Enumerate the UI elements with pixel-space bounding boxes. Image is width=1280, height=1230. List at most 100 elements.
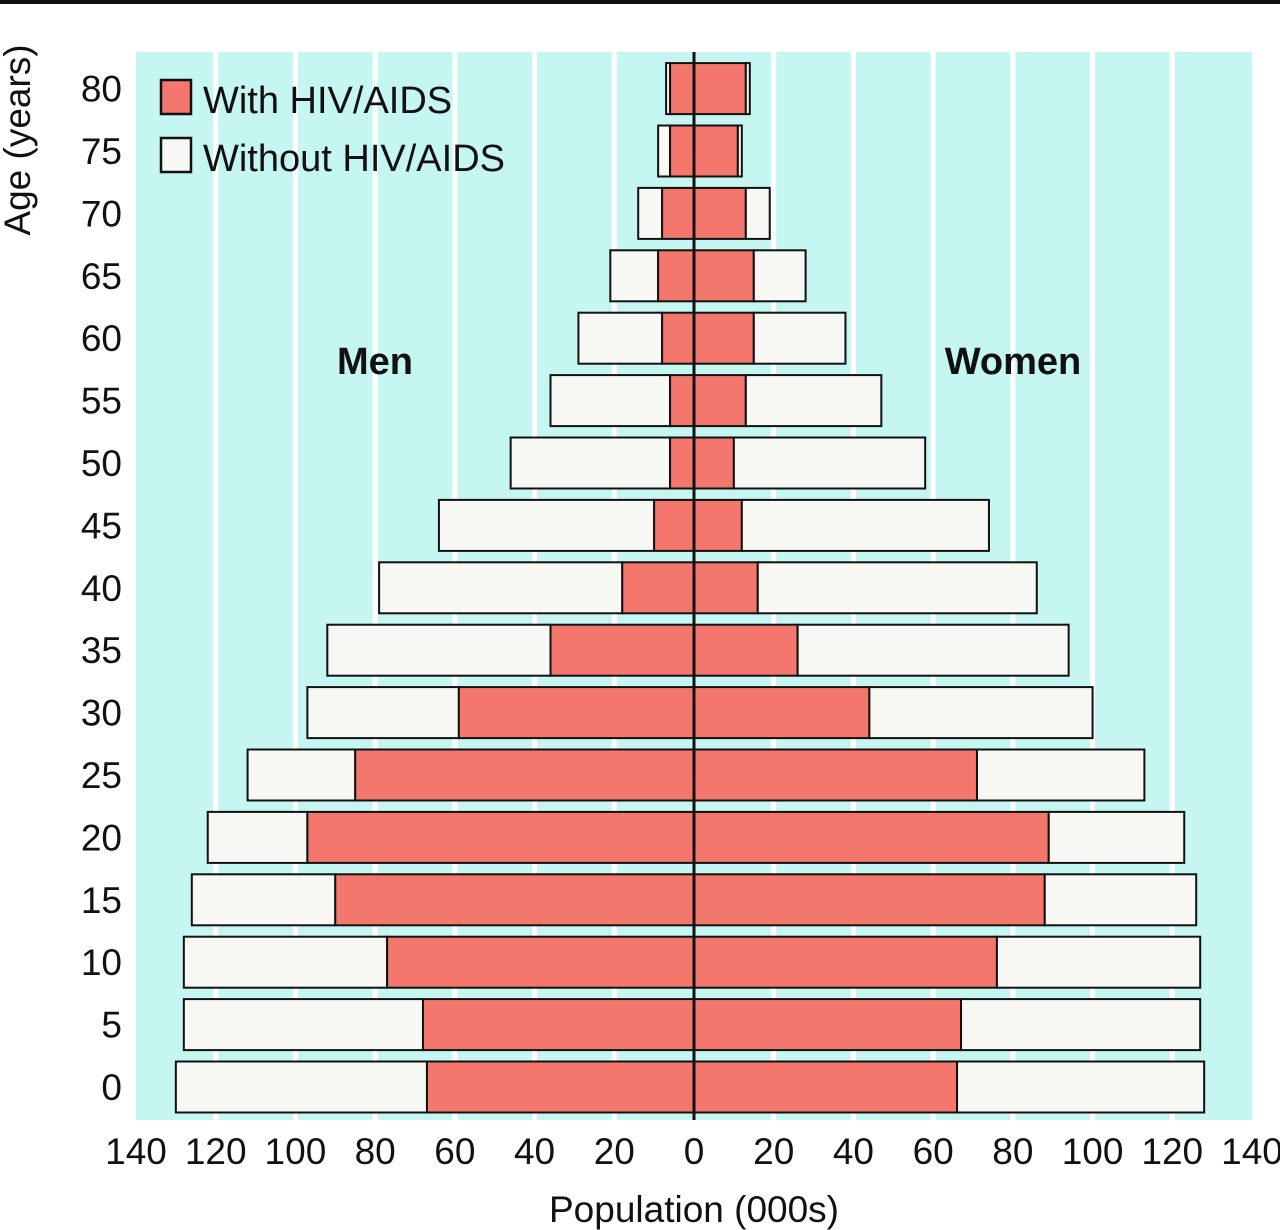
x-tick-label: 100 [265,1131,327,1172]
bar-women-without-hiv-age-80 [744,62,751,116]
y-axis-title: Age (years) [0,44,38,235]
x-tick-label: 40 [514,1131,555,1172]
y-tick-label: 35 [81,630,122,671]
legend-label-without-hiv: Without HIV/AIDS [203,138,505,180]
bars [174,62,1206,1114]
bar-women-with-hiv-age-10 [693,935,998,989]
bar-men-without-hiv-age-5 [182,998,424,1052]
x-tick-label: 40 [833,1131,874,1172]
bar-women-with-hiv-age-30 [693,686,871,740]
bar-men-without-hiv-age-35 [326,623,552,677]
bar-women-with-hiv-age-80 [693,62,747,116]
bar-women-with-hiv-age-40 [693,561,759,615]
bar-men-with-hiv-age-50 [669,436,695,490]
bar-women-with-hiv-age-20 [693,810,1050,864]
bar-women-without-hiv-age-55 [744,374,883,428]
men-label: Men [337,341,413,383]
x-tick-labels: 140 120 100 80 60 40 20 0 20 40 60 80 100 120 140 [105,1131,1280,1172]
bar-women-without-hiv-age-60 [752,311,847,365]
bar-men-with-hiv-age-80 [669,62,695,116]
bar-women-with-hiv-age-25 [693,748,978,802]
bar-women-with-hiv-age-75 [693,124,739,178]
bar-women-without-hiv-age-50 [732,436,927,490]
y-tick-label: 65 [81,256,122,297]
x-tick-label: 140 [105,1131,167,1172]
x-tick-label: 60 [913,1131,954,1172]
bar-women-without-hiv-age-15 [1043,873,1198,927]
bar-women-without-hiv-age-35 [796,623,1070,677]
bar-men-with-hiv-age-35 [549,623,695,677]
legend: With HIV/AIDS Without HIV/AIDS [159,78,505,180]
bar-men-with-hiv-age-70 [661,186,695,240]
bar-women-with-hiv-age-50 [693,436,735,490]
x-tick-label: 0 [684,1131,705,1172]
bar-men-without-hiv-age-50 [509,436,672,490]
bar-men-with-hiv-age-10 [386,935,695,989]
x-tick-label: 20 [753,1131,794,1172]
bar-men-without-hiv-age-15 [190,873,337,927]
legend-swatch-with-hiv [159,78,193,116]
bar-women-without-hiv-age-20 [1047,810,1186,864]
bar-men-without-hiv-age-20 [206,810,309,864]
bar-women-without-hiv-age-40 [756,561,1038,615]
bar-women-without-hiv-age-0 [956,1060,1206,1114]
bar-men-without-hiv-age-25 [246,748,357,802]
bar-men-with-hiv-age-5 [421,998,695,1052]
bar-men-without-hiv-age-10 [182,935,389,989]
bar-men-without-hiv-age-0 [174,1060,428,1114]
bar-men-without-hiv-age-60 [577,311,664,365]
bar-men-with-hiv-age-75 [669,124,695,178]
bar-women-without-hiv-age-70 [744,186,771,240]
bar-men-with-hiv-age-30 [457,686,696,740]
bar-women-with-hiv-age-65 [693,249,755,303]
x-axis-title: Population (000s) [549,1189,839,1230]
bar-women-with-hiv-age-55 [693,374,747,428]
legend-label-with-hiv: With HIV/AIDS [203,80,452,122]
y-tick-label: 60 [81,318,122,359]
bar-men-with-hiv-age-20 [306,810,695,864]
bar-women-with-hiv-age-35 [693,623,799,677]
legend-swatch-without-hiv [159,136,193,174]
y-tick-label: 40 [81,568,122,609]
y-tick-label: 20 [81,817,122,858]
women-label: Women [945,341,1082,383]
y-tick-label: 10 [81,942,122,983]
bar-women-without-hiv-age-5 [960,998,1202,1052]
bar-women-with-hiv-age-45 [693,498,743,552]
bar-men-without-hiv-age-55 [549,374,672,428]
bar-women-with-hiv-age-0 [693,1060,959,1114]
y-tick-label: 5 [101,1005,122,1046]
y-tick-label: 80 [81,69,122,110]
y-tick-label: 50 [81,443,122,484]
bar-women-without-hiv-age-65 [752,249,807,303]
bar-men-without-hiv-age-75 [657,124,672,178]
y-tick-label: 70 [81,193,122,234]
bar-men-with-hiv-age-40 [621,561,695,615]
bar-women-without-hiv-age-25 [975,748,1146,802]
bar-men-with-hiv-age-15 [334,873,695,927]
bar-men-without-hiv-age-70 [637,186,664,240]
bar-men-without-hiv-age-40 [378,561,624,615]
x-tick-label: 100 [1062,1131,1124,1172]
x-tick-label: 80 [355,1131,396,1172]
x-tick-label: 120 [185,1131,247,1172]
x-tick-label: 80 [992,1131,1033,1172]
bar-men-with-hiv-age-65 [657,249,696,303]
y-tick-labels: 0 5 10 15 20 25 30 35 40 45 50 55 60 65 70 75 80 [81,69,122,1108]
bar-women-with-hiv-age-70 [693,186,747,240]
bar-men-with-hiv-age-45 [653,498,696,552]
bar-men-with-hiv-age-25 [354,748,695,802]
y-tick-label: 15 [81,880,122,921]
bar-women-without-hiv-age-10 [995,935,1202,989]
bar-men-without-hiv-age-65 [609,249,660,303]
y-tick-label: 45 [81,505,122,546]
bar-men-with-hiv-age-0 [425,1060,695,1114]
x-tick-label: 60 [434,1131,475,1172]
x-tick-label: 140 [1221,1131,1280,1172]
y-tick-label: 75 [81,131,122,172]
bar-men-with-hiv-age-60 [661,311,695,365]
bar-women-with-hiv-age-60 [693,311,755,365]
y-tick-label: 25 [81,755,122,796]
bar-men-without-hiv-age-45 [437,498,656,552]
